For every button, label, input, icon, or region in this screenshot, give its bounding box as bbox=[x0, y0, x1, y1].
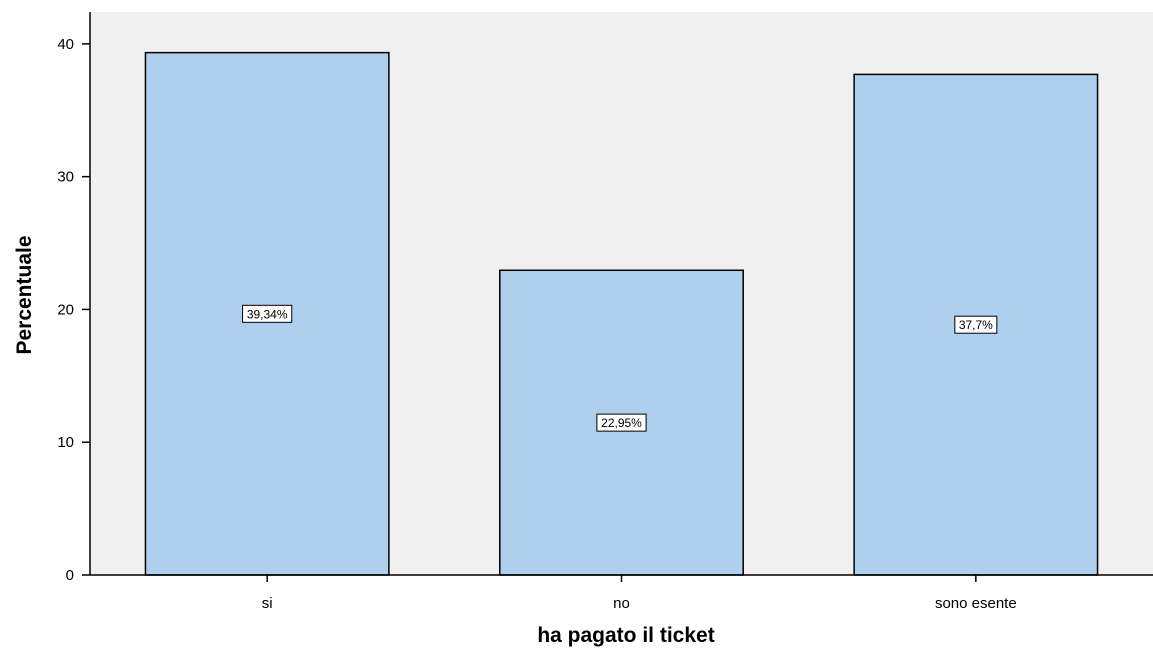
y-tick-label: 10 bbox=[57, 434, 74, 451]
data-labels-layer: 39,34% 22,95% 37,7% bbox=[242, 304, 998, 432]
data-label: 22,95% bbox=[601, 416, 642, 430]
x-axis-title: ha pagato il ticket bbox=[537, 624, 714, 647]
y-ticks-layer: 0 10 20 30 40 bbox=[57, 36, 90, 584]
x-category-label: si bbox=[262, 595, 273, 612]
data-label-box bbox=[954, 315, 998, 334]
y-tick-label: 40 bbox=[57, 36, 74, 53]
x-ticks-layer: si no sono esente bbox=[262, 575, 1017, 612]
data-label: 39,34% bbox=[247, 307, 288, 321]
y-axis-title: Percentuale bbox=[13, 235, 36, 354]
data-label-box bbox=[596, 413, 647, 432]
y-tick-label: 0 bbox=[66, 567, 74, 584]
x-category-label: no bbox=[613, 595, 630, 612]
data-label: 37,7% bbox=[959, 318, 993, 332]
y-tick-label: 30 bbox=[57, 169, 74, 186]
y-tick-label: 20 bbox=[57, 301, 74, 318]
data-label-box bbox=[242, 304, 293, 323]
x-category-label: sono esente bbox=[935, 595, 1017, 612]
